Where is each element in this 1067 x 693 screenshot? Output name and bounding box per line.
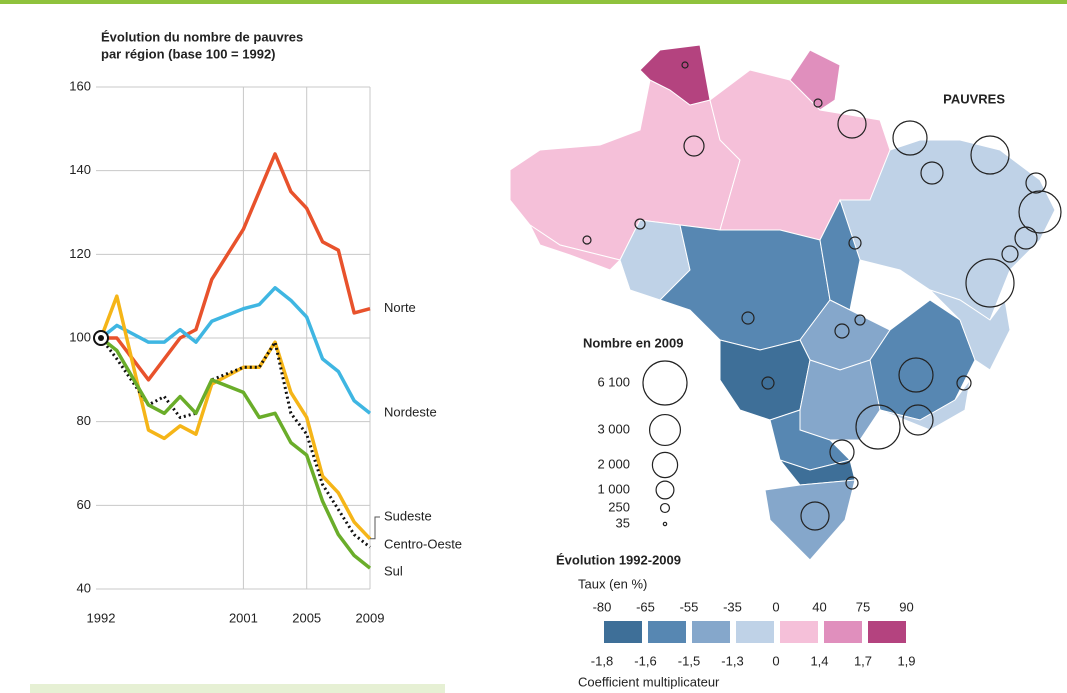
color-swatch [692,621,730,643]
region [799,359,881,441]
leader-line [370,516,380,540]
series-line [99,294,372,541]
coef-label: 1,9 [897,653,915,668]
series-label: Norte [384,300,416,315]
y-tick-label: 120 [69,246,91,261]
color-swatch [780,621,818,643]
rate-label: 75 [856,599,870,614]
series-label: Sudeste [384,508,432,523]
bottom-band [30,684,445,693]
rate-label: 40 [812,599,826,614]
region [778,458,856,486]
x-tick-label: 2009 [356,610,385,625]
y-tick-label: 140 [69,162,91,177]
series-label: Nordeste [384,405,437,420]
top-rule [0,0,1067,4]
region [839,139,1056,321]
origin-dot [98,335,104,341]
x-tick-label: 1992 [87,610,116,625]
coef-label: -1,3 [721,653,743,668]
x-tick-label: 2005 [292,610,321,625]
y-tick-label: 40 [77,580,91,595]
map-title: PAUVRES [943,91,1005,106]
x-tick-label: 2001 [229,610,258,625]
size-legend-label: 2 000 [597,456,630,471]
size-legend-circle [659,502,671,514]
region [719,339,811,421]
size-legend-circle [642,360,688,406]
series-line [101,152,371,382]
size-legend-title: Nombre en 2009 [583,335,683,350]
color-swatch [736,621,774,643]
y-tick-label: 100 [69,329,91,344]
chart-title: par région (base 100 = 1992) [101,46,276,61]
y-tick-label: 160 [69,78,91,93]
size-legend-label: 1 000 [597,481,630,496]
series-line [99,286,372,415]
coef-label: -1,8 [591,653,613,668]
rate-label: 0 [772,599,779,614]
series-label: Centro-Oeste [384,536,462,551]
color-swatch [604,621,642,643]
series-line [99,337,371,549]
y-tick-label: 80 [77,413,91,428]
region [929,289,1011,371]
color-legend-title: Évolution 1992-2009 [556,552,681,567]
rate-label: -55 [680,599,699,614]
region [639,44,711,106]
size-legend-circle [648,413,682,447]
y-tick-label: 60 [77,497,91,512]
size-legend-label: 250 [608,499,630,514]
rate-label: 90 [899,599,913,614]
coef-label: -1,5 [678,653,700,668]
chart-title: Évolution du nombre de pauvres [101,29,303,44]
series-line [99,336,372,570]
size-legend-circle [655,480,675,500]
map-bubbles [582,61,1062,531]
coef-title: Coefficient multiplicateur [578,674,720,689]
coef-label: 0 [772,653,779,668]
size-legend-label: 6 100 [597,374,630,389]
series-label: Sul [384,563,403,578]
coef-label: -1,6 [634,653,656,668]
rate-title: Taux (en %) [578,576,647,591]
coef-label: 1,4 [810,653,828,668]
region [764,479,856,561]
region [819,198,861,311]
region [528,223,621,271]
size-legend-label: 3 000 [597,421,630,436]
size-legend-label: 35 [616,515,630,530]
rate-label: -65 [636,599,655,614]
region [659,224,831,351]
coef-label: 1,7 [854,653,872,668]
color-swatch [648,621,686,643]
color-swatch [868,621,906,643]
rate-label: -80 [593,599,612,614]
rate-label: -35 [723,599,742,614]
map [509,44,1062,561]
color-swatch [824,621,862,643]
size-legend-circle [662,521,668,527]
size-legend-circle [651,451,679,479]
